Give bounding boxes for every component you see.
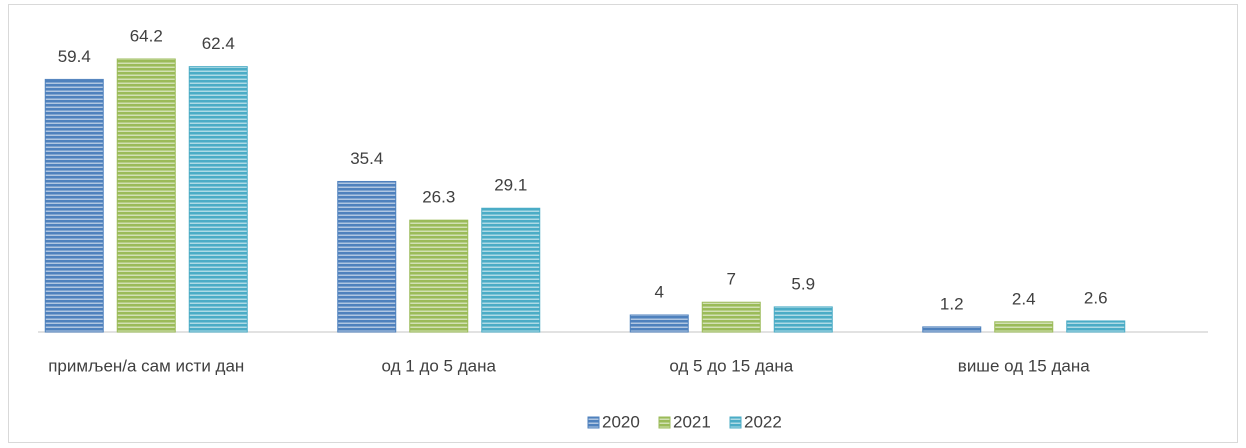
bar	[188, 66, 248, 333]
legend-swatch	[658, 416, 671, 429]
data-label: 5.9	[791, 274, 815, 293]
data-label: 62.4	[202, 34, 235, 53]
bar	[922, 326, 982, 333]
legend-swatch	[587, 416, 600, 429]
bar	[116, 58, 176, 333]
bar	[44, 78, 104, 333]
x-tick-label: од 5 до 15 дана	[669, 356, 793, 375]
data-label: 29.1	[494, 176, 527, 195]
bar	[1066, 320, 1126, 333]
legend-label: 2022	[744, 412, 782, 431]
bar	[701, 301, 761, 333]
data-label: 7	[727, 270, 736, 289]
data-label: 1.2	[940, 294, 964, 313]
legend-label: 2020	[602, 412, 640, 431]
bar	[481, 207, 541, 333]
data-label: 2.4	[1012, 289, 1036, 308]
bar	[337, 180, 397, 333]
bar	[409, 219, 469, 333]
x-tick-label: од 1 до 5 дана	[382, 356, 497, 375]
bar	[773, 306, 833, 333]
bar	[629, 314, 689, 333]
data-label: 35.4	[350, 149, 383, 168]
legend-swatch	[729, 416, 742, 429]
legend-label: 2021	[673, 412, 711, 431]
data-label: 64.2	[130, 26, 163, 45]
data-label: 4	[655, 282, 664, 301]
data-label: 59.4	[58, 47, 91, 66]
data-label: 26.3	[422, 188, 455, 207]
bar	[994, 321, 1054, 333]
data-label: 2.6	[1084, 288, 1108, 307]
x-tick-label: више од 15 дана	[958, 356, 1090, 375]
x-tick-label: примљен/а сам исти дан	[48, 356, 244, 375]
